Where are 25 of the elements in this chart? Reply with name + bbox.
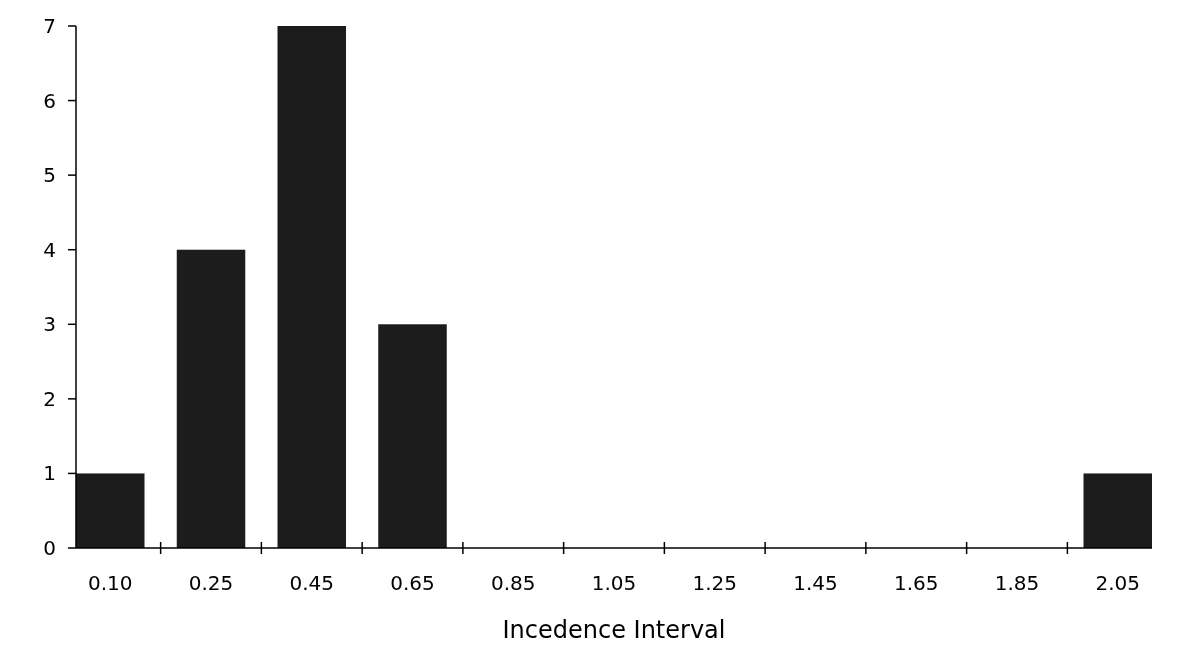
bar (378, 324, 447, 548)
bar (277, 26, 347, 548)
x-tick-label: 0.45 (289, 571, 335, 595)
x-tick-label: 1.65 (893, 571, 939, 595)
bar (1083, 473, 1152, 548)
x-tick-label: 0.85 (490, 571, 536, 595)
y-tick-label: 2 (43, 386, 56, 411)
x-tick-label: 1.05 (591, 571, 637, 595)
y-tick-label: 0 (43, 536, 56, 560)
y-tick-label: 6 (43, 88, 56, 113)
y-tick-label: 1 (43, 461, 56, 486)
bar (176, 249, 246, 548)
y-tick-label: 3 (43, 312, 56, 337)
x-tick-label: 2.05 (1095, 571, 1141, 595)
x-tick-label: 1.25 (692, 571, 738, 595)
y-tick-label: 5 (43, 163, 56, 188)
x-tick-label: 1.85 (994, 571, 1040, 595)
x-axis-title: Incedence Interval (502, 616, 726, 644)
bar (76, 473, 145, 548)
x-tick-label: 0.25 (188, 571, 234, 595)
x-tick-label: 0.10 (87, 571, 133, 595)
x-tick-label: 1.45 (793, 571, 838, 595)
y-tick-label: 4 (43, 237, 56, 262)
y-tick-label: 7 (43, 14, 56, 38)
x-tick-label: 0.65 (390, 571, 435, 595)
